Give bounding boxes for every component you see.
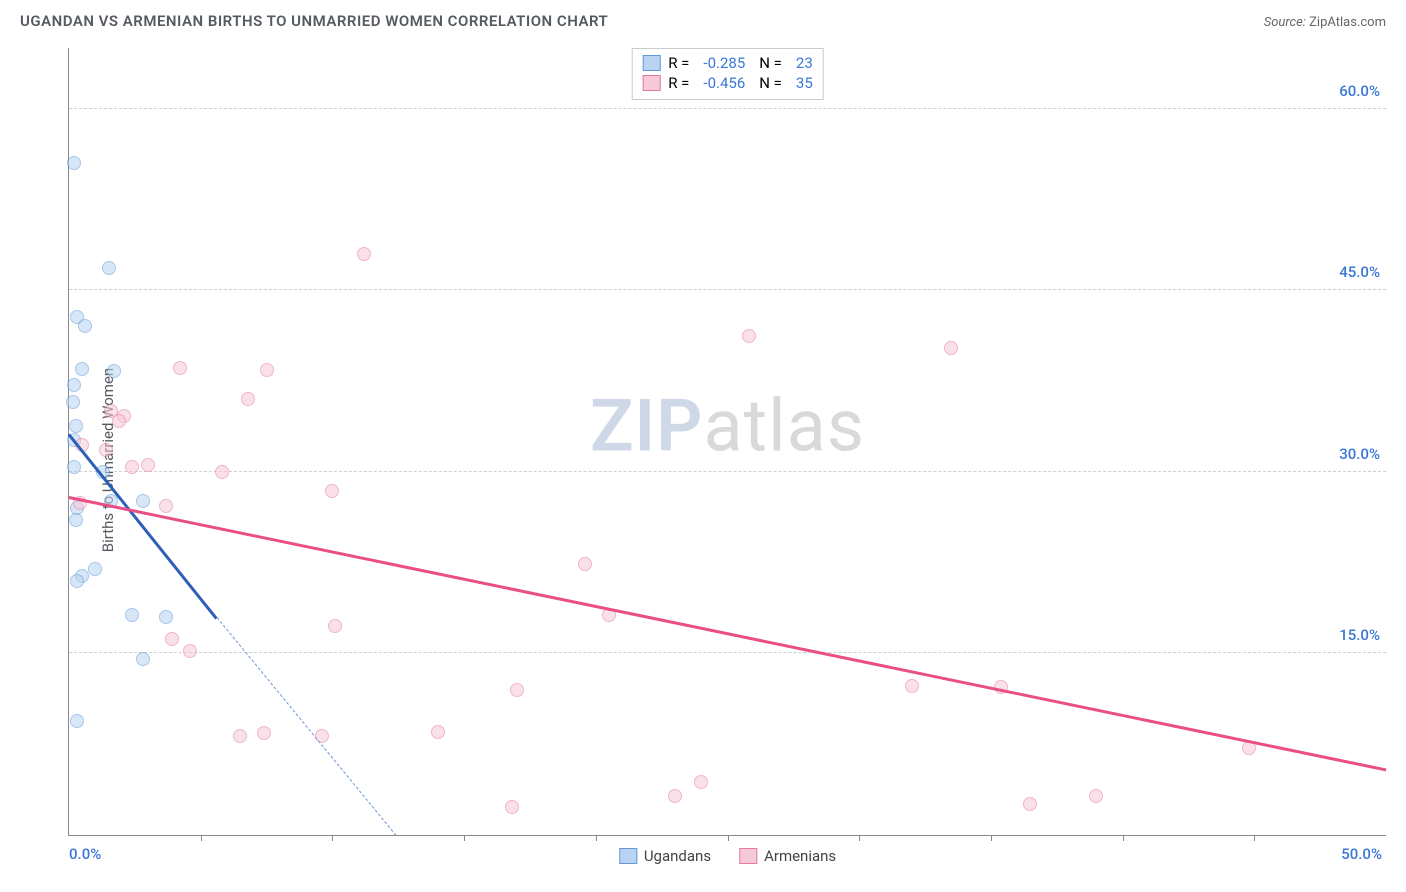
watermark: ZIPatlas xyxy=(590,383,865,468)
stats-row-ugandans: R = -0.285 N = 23 xyxy=(642,53,813,73)
gridline xyxy=(69,108,1386,109)
x-tick xyxy=(859,835,860,841)
correlation-stats-box: R = -0.285 N = 23 R = -0.456 N = 35 xyxy=(631,48,824,100)
data-point xyxy=(905,679,919,693)
x-tick xyxy=(1123,835,1124,841)
data-point xyxy=(694,775,708,789)
data-point xyxy=(742,329,756,343)
source-value: ZipAtlas.com xyxy=(1309,15,1386,30)
data-point xyxy=(112,414,126,428)
data-point xyxy=(505,800,519,814)
data-point xyxy=(69,513,83,527)
x-tick xyxy=(332,835,333,841)
data-point xyxy=(260,363,274,377)
data-point xyxy=(173,361,187,375)
r-label: R = xyxy=(668,54,689,72)
x-tick xyxy=(991,835,992,841)
data-point xyxy=(183,644,197,658)
x-tick xyxy=(596,835,597,841)
data-point xyxy=(578,557,592,571)
swatch-ugandans xyxy=(619,848,637,864)
data-point xyxy=(70,574,84,588)
gridline xyxy=(69,652,1386,653)
x-tick xyxy=(201,835,202,841)
plot-region: ZIPatlas R = -0.285 N = 23 R = -0.456 N … xyxy=(68,48,1386,836)
n-value-ugandans: 23 xyxy=(796,54,813,72)
data-point xyxy=(241,392,255,406)
data-point xyxy=(99,443,113,457)
swatch-armenians xyxy=(739,848,757,864)
data-point xyxy=(257,726,271,740)
legend-item-ugandans: Ugandans xyxy=(619,847,711,865)
gridline xyxy=(69,471,1386,472)
x-tick xyxy=(464,835,465,841)
swatch-ugandans xyxy=(642,55,660,71)
data-point xyxy=(357,247,371,261)
watermark-zip: ZIP xyxy=(590,383,703,468)
stats-row-armenians: R = -0.456 N = 35 xyxy=(642,73,813,93)
chart-title: UGANDAN VS ARMENIAN BIRTHS TO UNMARRIED … xyxy=(20,12,608,30)
data-point xyxy=(136,652,150,666)
y-tick-label: 60.0% xyxy=(1339,82,1380,100)
data-point xyxy=(78,319,92,333)
data-point xyxy=(125,608,139,622)
r-value-ugandans: -0.285 xyxy=(703,54,745,72)
data-point xyxy=(431,725,445,739)
data-point xyxy=(510,683,524,697)
y-tick-label: 15.0% xyxy=(1339,626,1380,644)
x-axis-label: 0.0% xyxy=(69,845,101,863)
data-point xyxy=(102,261,116,275)
n-value-armenians: 35 xyxy=(796,74,813,92)
x-axis-label: 50.0% xyxy=(1341,845,1382,863)
data-point xyxy=(215,465,229,479)
watermark-atlas: atlas xyxy=(703,383,865,468)
data-point xyxy=(69,419,83,433)
x-tick xyxy=(728,835,729,841)
y-tick-label: 45.0% xyxy=(1339,263,1380,281)
data-point xyxy=(328,619,342,633)
r-value-armenians: -0.456 xyxy=(703,74,745,92)
data-point xyxy=(66,395,80,409)
legend: Ugandans Armenians xyxy=(619,847,836,865)
data-point xyxy=(159,610,173,624)
data-point xyxy=(125,460,139,474)
chart-area: Births to Unmarried Women ZIPatlas R = -… xyxy=(20,48,1386,872)
trend-line-extended xyxy=(216,617,396,836)
data-point xyxy=(67,378,81,392)
x-tick xyxy=(1254,835,1255,841)
legend-label: Ugandans xyxy=(644,847,711,865)
n-label: N = xyxy=(759,74,782,92)
data-point xyxy=(107,364,121,378)
legend-item-armenians: Armenians xyxy=(739,847,836,865)
data-point xyxy=(141,458,155,472)
data-point xyxy=(88,562,102,576)
data-point xyxy=(1089,789,1103,803)
data-point xyxy=(136,494,150,508)
y-tick-label: 30.0% xyxy=(1339,445,1380,463)
data-point xyxy=(325,484,339,498)
data-point xyxy=(944,341,958,355)
data-point xyxy=(75,362,89,376)
n-label: N = xyxy=(759,54,782,72)
source-attribution: Source: ZipAtlas.com xyxy=(1264,15,1386,30)
data-point xyxy=(70,714,84,728)
r-label: R = xyxy=(668,74,689,92)
data-point xyxy=(668,789,682,803)
gridline xyxy=(69,289,1386,290)
data-point xyxy=(67,460,81,474)
swatch-armenians xyxy=(642,75,660,91)
source-label: Source: xyxy=(1264,15,1306,30)
data-point xyxy=(1023,797,1037,811)
data-point xyxy=(67,156,81,170)
data-point xyxy=(165,632,179,646)
data-point xyxy=(159,499,173,513)
legend-label: Armenians xyxy=(764,847,836,865)
chart-header: UGANDAN VS ARMENIAN BIRTHS TO UNMARRIED … xyxy=(0,0,1406,36)
data-point xyxy=(233,729,247,743)
